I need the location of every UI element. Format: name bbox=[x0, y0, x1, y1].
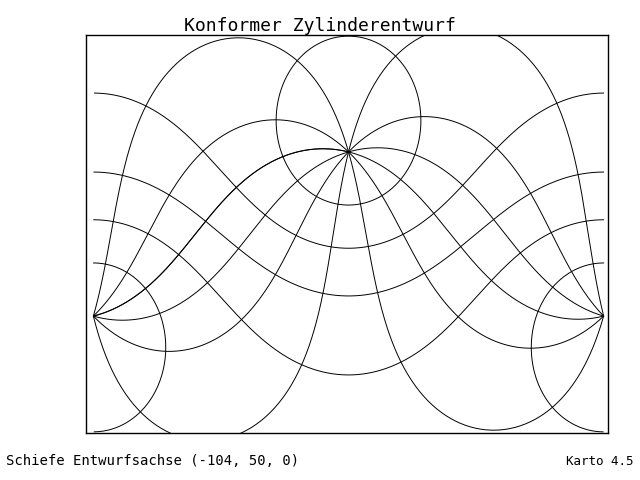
Text: Karto 4.5: Karto 4.5 bbox=[566, 455, 634, 468]
Text: Konformer Zylinderentwurf: Konformer Zylinderentwurf bbox=[184, 17, 456, 35]
Text: Schiefe Entwurfsachse (-104, 50, 0): Schiefe Entwurfsachse (-104, 50, 0) bbox=[6, 454, 300, 468]
